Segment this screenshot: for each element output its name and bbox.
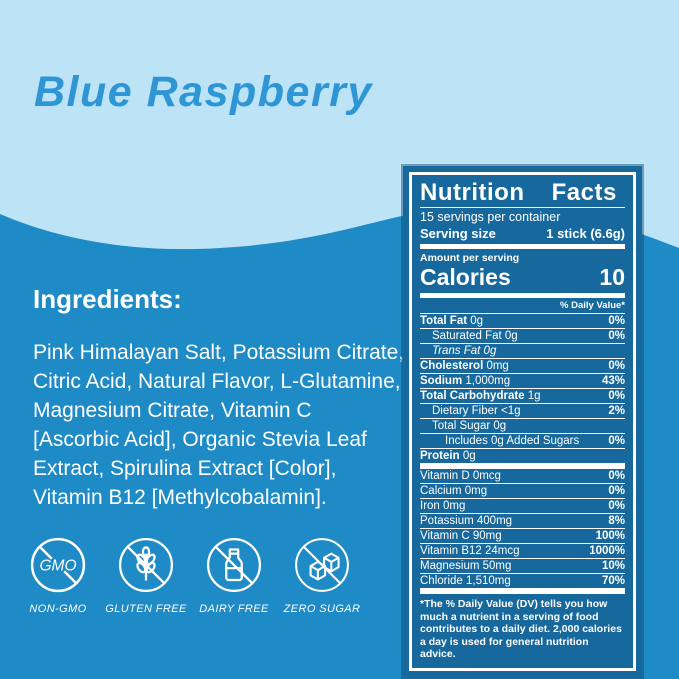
calories-value: 10 — [599, 264, 625, 290]
ingredients-section: Ingredients: Pink Himalayan Salt, Potass… — [33, 284, 433, 512]
dietary-badges: GMO NON-GMO GLUTEN FREE — [20, 536, 360, 615]
calories-row: Calories 10 — [420, 264, 625, 293]
nutrition-row: Chloride 1,510mg 70% — [420, 573, 625, 587]
badge-gluten-free: GLUTEN FREE — [105, 536, 187, 615]
amount-per-serving: Amount per serving — [420, 252, 520, 264]
separator-bar — [420, 588, 625, 594]
nutrition-facts-title: Nutrition Facts — [420, 179, 625, 208]
nutrition-row: Includes 0g Added Sugars 0% — [420, 433, 625, 448]
servings-per-container: 15 servings per container — [420, 210, 561, 224]
nutrition-row: Total Sugar 0g — [420, 418, 625, 433]
nutrition-row: Sodium 1,000mg 43% — [420, 373, 625, 387]
non-gmo-icon: GMO — [30, 537, 86, 593]
nutrition-row: Potassium 400mg 8% — [420, 513, 625, 527]
separator-bar — [420, 293, 625, 298]
nutrition-row: Vitamin B12 24mcg 1000% — [420, 543, 625, 557]
nutrition-row: Total Fat 0g 0% — [420, 313, 625, 327]
badge-label: ZERO SUGAR — [283, 603, 361, 615]
nutrition-row: Saturated Fat 0g 0% — [420, 328, 625, 343]
nutrition-row: Vitamin D 0mcg 0% — [420, 470, 625, 482]
daily-value-footnote: *The % Daily Value (DV) tells you how mu… — [420, 598, 622, 660]
nutrient-rows: Total Fat 0g 0% Saturated Fat 0g 0% Trans Fa… — [420, 313, 625, 463]
nutrition-row: Vitamin C 90mg 100% — [420, 528, 625, 542]
nutrition-row: Cholesterol 0mg 0% — [420, 358, 625, 372]
dairy-free-icon — [206, 537, 262, 593]
serving-size-label: Serving size — [420, 226, 496, 241]
nutrition-row: Magnesium 50mg 10% — [420, 558, 625, 572]
serving-size-row: Serving size 1 stick (6.6g) — [420, 225, 625, 244]
separator-bar — [420, 463, 625, 469]
nutrition-row: Iron 0mg 0% — [420, 498, 625, 512]
badge-non-gmo: GMO NON-GMO — [20, 536, 96, 615]
zero-sugar-icon — [295, 538, 349, 592]
nutrition-row: Total Carbohydrate 1g 0% — [420, 388, 625, 402]
nutrition-facts-panel: Nutrition Facts 15 servings per containe… — [403, 166, 642, 677]
daily-value-header: % Daily Value* — [560, 300, 625, 311]
gluten-free-icon — [118, 537, 174, 593]
calories-label: Calories — [420, 264, 511, 290]
badge-zero-sugar: ZERO SUGAR — [284, 536, 360, 615]
badge-dairy-free: DAIRY FREE — [196, 536, 272, 615]
nutrition-row: Calcium 0mg 0% — [420, 483, 625, 497]
nutrition-facts-frame: Nutrition Facts 15 servings per containe… — [409, 172, 636, 671]
nutrition-row: Dietary Fiber <1g 2% — [420, 403, 625, 418]
nutrition-row: Protein 0g — [420, 448, 625, 463]
nutrition-row: Trans Fat 0g — [420, 343, 625, 358]
badge-label: GLUTEN FREE — [105, 603, 187, 615]
gmo-text: GMO — [39, 558, 76, 575]
badge-label: DAIRY FREE — [199, 603, 269, 615]
ingredients-heading: Ingredients: — [33, 284, 182, 314]
badge-label: NON-GMO — [29, 603, 87, 615]
ingredients-text: Pink Himalayan Salt, Potassium Citrate, … — [33, 341, 405, 509]
separator-bar — [420, 244, 625, 249]
flavor-title: Blue Raspberry — [34, 68, 373, 116]
vitamin-rows: Vitamin D 0mcg 0% Calcium 0mg 0% Iron 0mg 0% P… — [420, 469, 625, 588]
serving-size-value: 1 stick (6.6g) — [546, 226, 625, 241]
